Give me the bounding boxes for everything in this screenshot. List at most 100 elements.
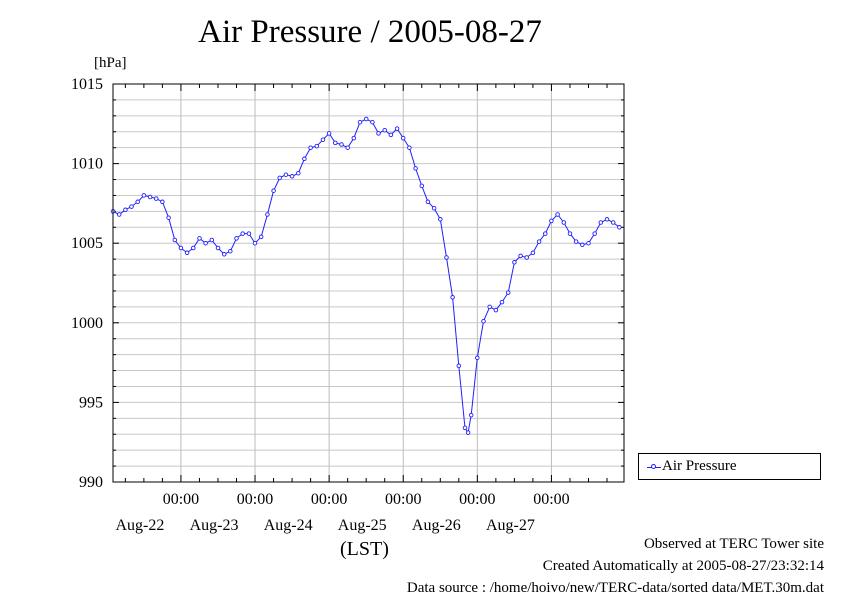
data-point	[407, 145, 412, 150]
footer-data-source: Data source : /home/hoivo/new/TERC-data/…	[406, 580, 824, 596]
y-tick-label: 1010	[71, 156, 103, 173]
data-point	[499, 299, 505, 305]
data-point	[376, 131, 381, 136]
x-axis-unit-label: (LST)	[340, 538, 389, 560]
data-point	[524, 255, 529, 260]
data-point	[234, 236, 239, 241]
data-point	[160, 199, 165, 205]
data-point	[388, 132, 394, 138]
data-point	[351, 135, 357, 141]
data-point	[240, 231, 245, 236]
x-axis: 00:00 Aug-22 00:00 Aug-23 00:00 Aug-24 00:00 Au…	[115, 84, 608, 534]
footer-created: Created Automatically at 2005-08-27/23:3…	[542, 558, 824, 574]
data-point	[153, 196, 159, 201]
x-tick-label-date: Aug-25	[338, 517, 387, 534]
data-point	[450, 295, 455, 300]
data-point	[419, 183, 425, 189]
data-point	[228, 248, 233, 254]
data-point	[475, 355, 480, 361]
data-point	[172, 237, 178, 243]
y-tick-label: 1000	[71, 315, 103, 332]
x-tick-label-time: 00:00	[237, 491, 273, 508]
data-point	[505, 290, 511, 295]
data-point	[283, 172, 289, 177]
x-tick-label-time: 00:00	[311, 491, 347, 508]
data-point	[536, 239, 542, 244]
data-point	[592, 231, 597, 236]
legend-label: Air Pressure	[662, 458, 737, 474]
data-point	[271, 188, 276, 193]
data-point	[604, 217, 610, 222]
grid	[113, 84, 624, 482]
data-point	[518, 253, 523, 259]
footer-observed: Observed at TERC Tower site	[643, 536, 824, 552]
data-point	[326, 131, 332, 136]
data-point	[116, 212, 122, 217]
data-point	[333, 140, 338, 146]
data-point	[265, 212, 270, 217]
y-axis: 990 995 1000 1005 1010 1015	[71, 76, 624, 491]
data-point	[302, 156, 307, 162]
data-point	[555, 212, 560, 217]
series-line	[112, 118, 620, 434]
chart-title: Air Pressure / 2005-08-27	[198, 14, 542, 50]
data-point	[530, 250, 536, 256]
y-axis-unit-label: [hPa]	[94, 55, 127, 71]
x-tick-label-date: Aug-27	[486, 517, 535, 534]
legend-marker-swatch	[651, 464, 656, 469]
data-point	[567, 231, 573, 236]
data-point	[221, 252, 227, 257]
x-tick-label-time: 00:00	[163, 491, 199, 508]
x-tick-label-date: Aug-26	[412, 517, 461, 534]
data-point	[617, 225, 622, 230]
data-point	[394, 126, 400, 131]
data-point	[277, 175, 282, 181]
x-tick-label-time: 00:00	[385, 491, 421, 508]
data-point	[215, 245, 221, 251]
data-point	[580, 242, 585, 248]
x-tick-label-time: 00:00	[459, 491, 495, 508]
data-point	[438, 217, 443, 222]
data-point	[135, 199, 140, 205]
data-point	[296, 170, 301, 176]
data-point	[320, 137, 326, 142]
data-point	[252, 240, 258, 246]
x-tick-label-date: Aug-24	[264, 517, 313, 534]
y-tick-label: 995	[79, 394, 103, 411]
y-tick-label: 1015	[71, 76, 103, 93]
data-point	[258, 234, 264, 240]
series-air-pressure	[110, 116, 622, 435]
data-point	[339, 142, 344, 147]
x-tick-label-date: Aug-23	[190, 517, 239, 534]
data-point	[357, 119, 363, 125]
data-point	[308, 145, 313, 150]
data-point	[481, 318, 486, 324]
data-point	[289, 174, 295, 179]
data-point	[456, 363, 462, 369]
data-point	[462, 425, 468, 431]
data-point	[382, 127, 387, 133]
data-point	[598, 220, 604, 225]
data-point	[543, 231, 548, 236]
data-point	[610, 220, 616, 225]
data-point	[465, 430, 471, 435]
x-tick-label-time: 00:00	[533, 491, 569, 508]
data-point	[123, 207, 128, 213]
data-point	[370, 119, 375, 125]
data-point	[468, 412, 474, 418]
legend: Air Pressure	[638, 453, 821, 480]
data-point	[191, 245, 196, 251]
data-point	[512, 260, 517, 265]
data-point	[431, 205, 437, 211]
y-tick-label: 990	[79, 474, 103, 491]
data-point	[573, 239, 579, 244]
data-point	[363, 116, 369, 122]
data-point	[203, 240, 208, 246]
data-point	[314, 143, 320, 149]
data-point	[413, 166, 418, 171]
data-point	[345, 145, 350, 150]
data-point	[147, 194, 153, 200]
x-tick-label-date: Aug-22	[115, 517, 164, 534]
data-point	[493, 307, 499, 313]
